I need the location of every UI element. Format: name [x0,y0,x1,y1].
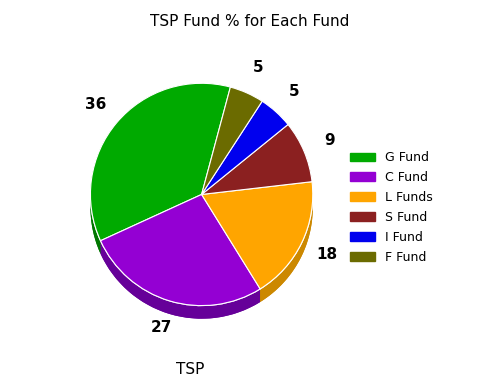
Title: TSP Fund % for Each Fund: TSP Fund % for Each Fund [150,14,350,29]
Text: TSP: TSP [176,362,204,378]
Wedge shape [202,101,288,195]
Text: 36: 36 [85,97,106,112]
Text: 9: 9 [324,133,335,148]
Wedge shape [202,114,288,208]
Wedge shape [202,87,262,195]
Wedge shape [90,96,230,254]
Text: 27: 27 [151,320,172,335]
Wedge shape [202,87,262,195]
Text: 5: 5 [290,84,300,99]
Wedge shape [100,195,260,306]
Wedge shape [202,195,313,302]
Wedge shape [90,83,230,241]
Text: 5: 5 [253,60,264,75]
Wedge shape [202,101,288,195]
Polygon shape [260,182,313,302]
Wedge shape [202,182,313,289]
Wedge shape [100,195,260,306]
Polygon shape [90,83,230,254]
Wedge shape [100,208,260,319]
Legend: G Fund, C Fund, L Funds, S Fund, I Fund, F Fund: G Fund, C Fund, L Funds, S Fund, I Fund,… [346,146,438,269]
Wedge shape [202,182,313,289]
Polygon shape [100,241,260,319]
Text: 18: 18 [316,247,338,262]
Wedge shape [90,83,230,241]
Wedge shape [202,137,312,208]
Wedge shape [202,125,312,195]
Wedge shape [202,100,262,208]
Wedge shape [202,125,312,195]
